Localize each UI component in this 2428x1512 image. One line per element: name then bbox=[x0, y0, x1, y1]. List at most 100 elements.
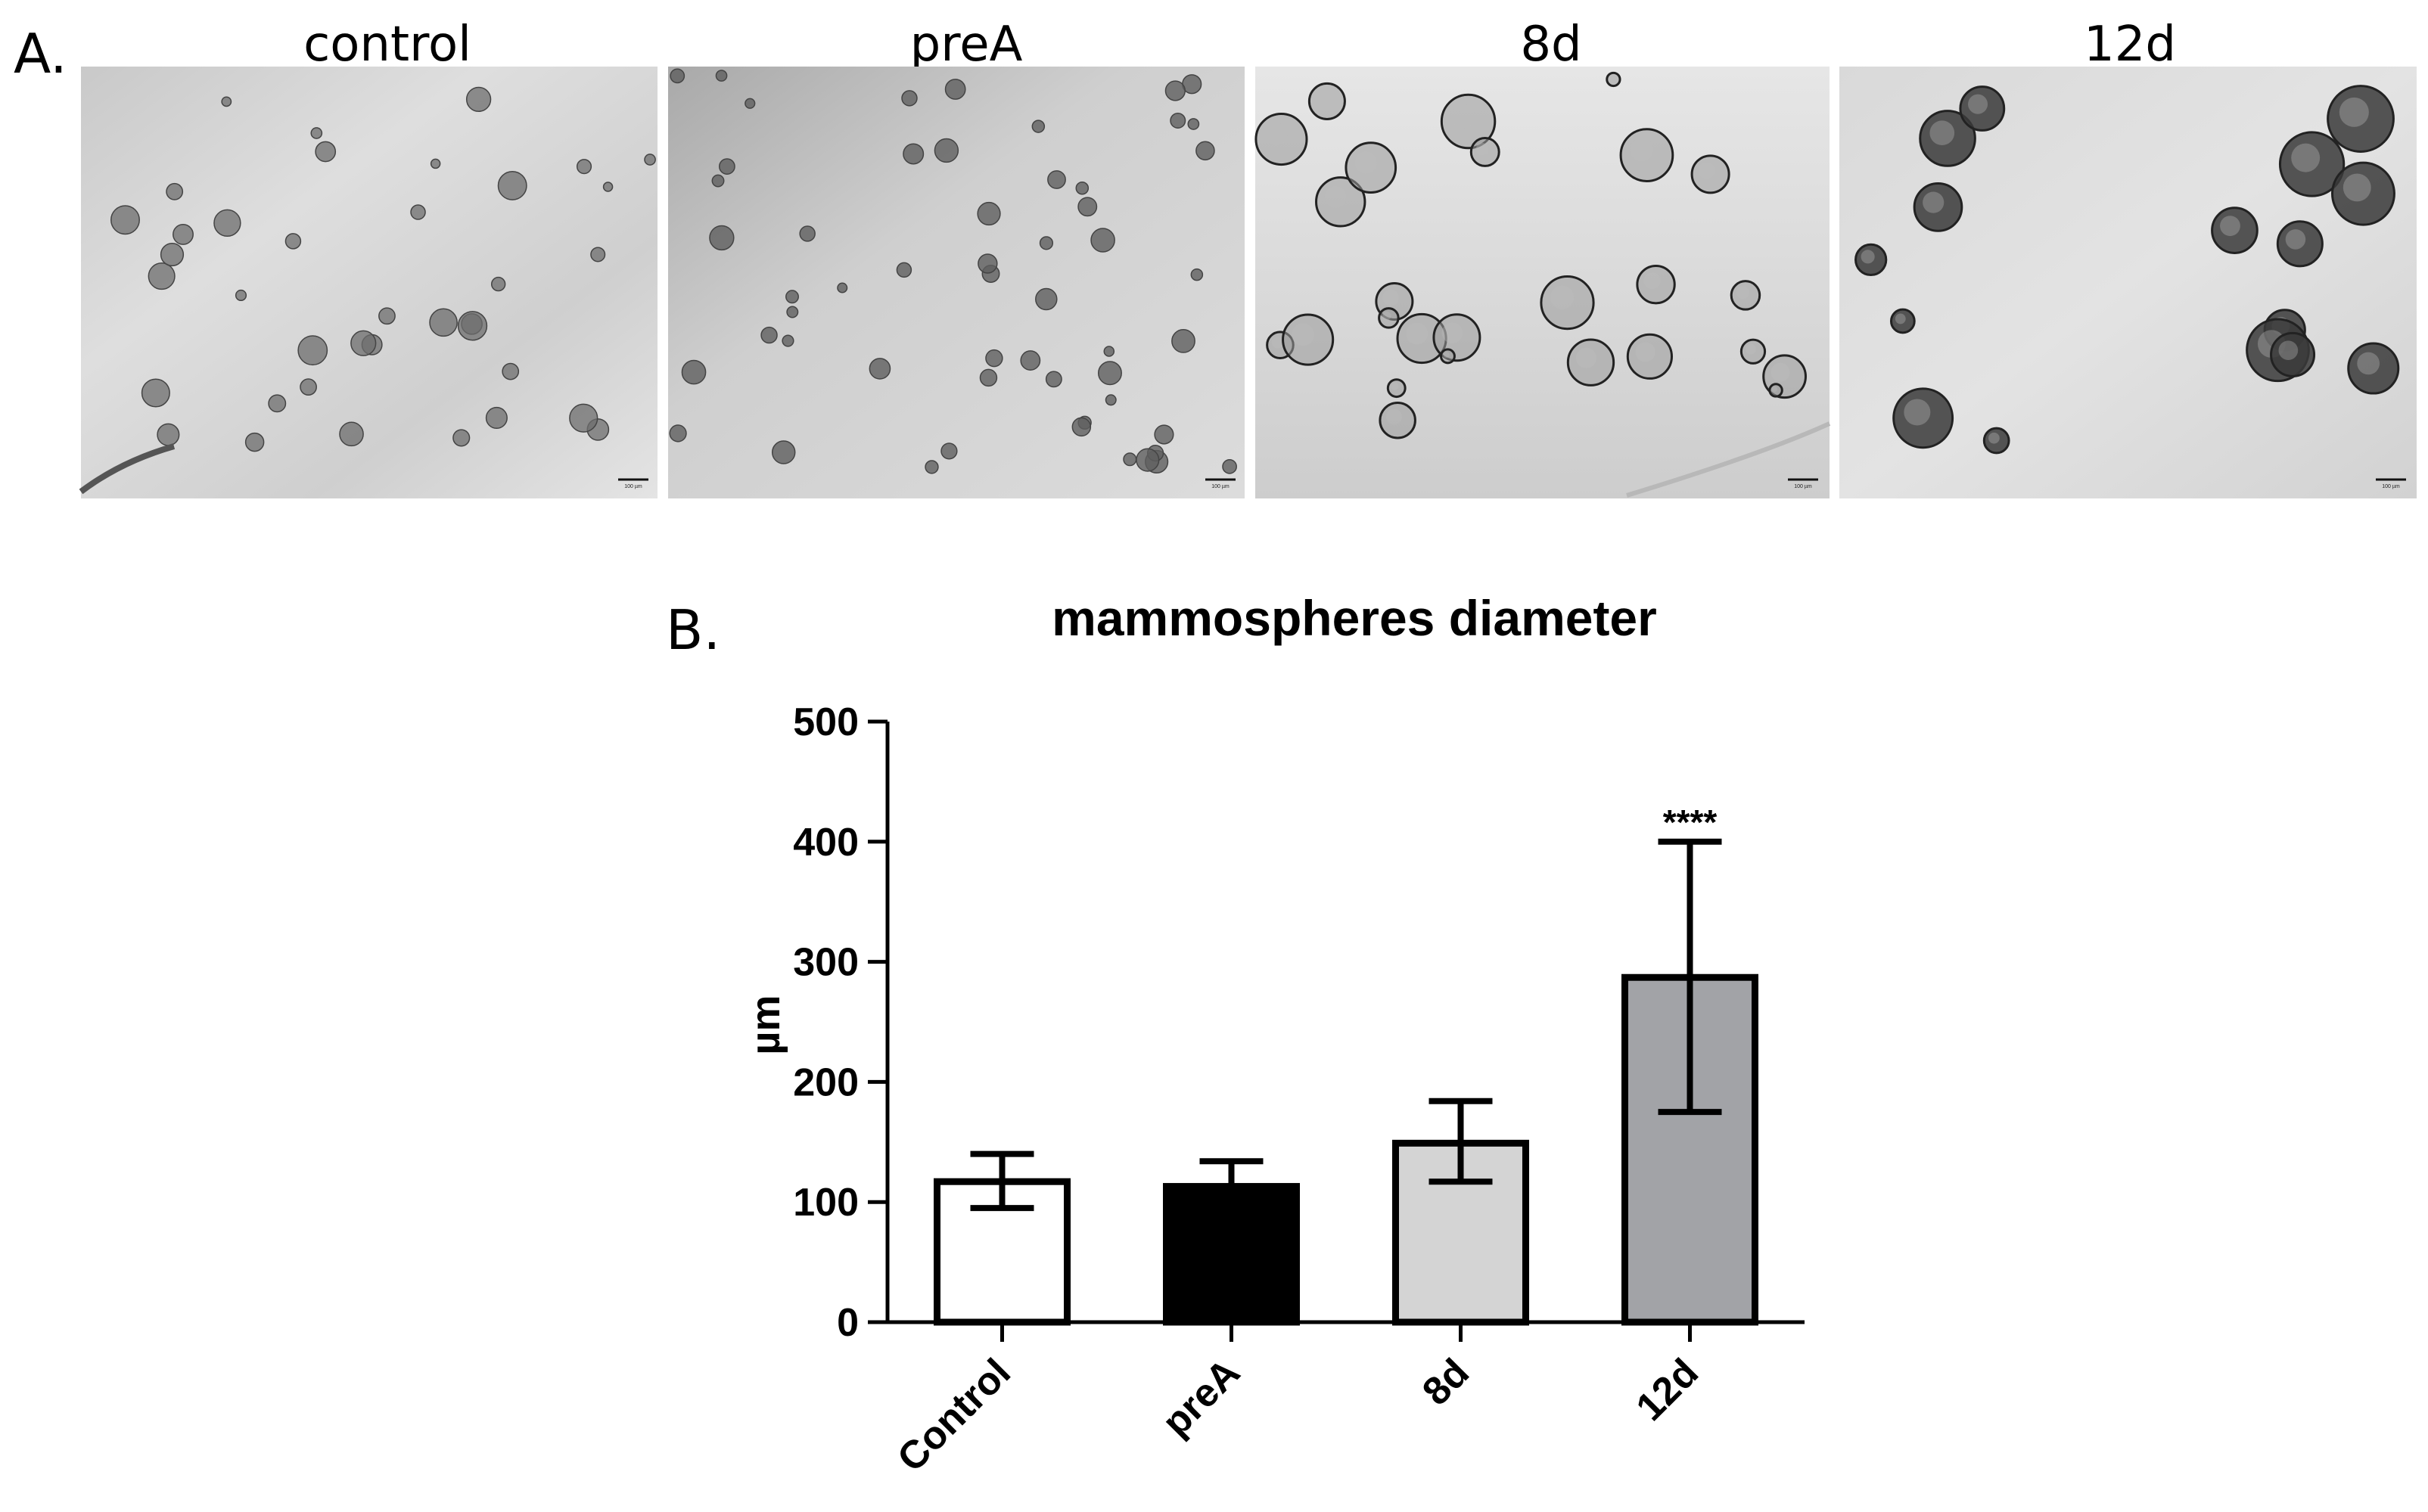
mammosphere bbox=[1730, 280, 1761, 311]
panel-a-label: A. bbox=[14, 22, 67, 85]
mammosphere bbox=[465, 86, 492, 113]
mammosphere bbox=[1540, 275, 1595, 331]
mammosphere bbox=[1768, 383, 1783, 398]
mammosphere bbox=[869, 358, 891, 380]
mammosphere bbox=[1020, 350, 1041, 371]
mammosphere bbox=[1982, 427, 2010, 455]
mammosphere bbox=[1379, 401, 1416, 439]
mammosphere bbox=[497, 170, 527, 200]
mammosphere bbox=[1035, 287, 1058, 311]
mammosphere bbox=[1636, 264, 1676, 305]
mammosphere bbox=[940, 442, 958, 460]
mammosphere bbox=[297, 335, 328, 366]
mammosphere bbox=[2331, 161, 2395, 226]
mammosphere-highlight bbox=[1264, 123, 1288, 146]
mammosphere bbox=[1386, 378, 1407, 399]
mammosphere bbox=[1469, 137, 1500, 167]
mammosphere bbox=[1889, 308, 1916, 334]
mammosphere bbox=[1190, 268, 1204, 281]
mammosphere bbox=[1222, 458, 1237, 474]
scale-bar-label-12d: 100 µm bbox=[2382, 484, 2400, 489]
mammosphere-highlight bbox=[2285, 229, 2306, 250]
mammosphere bbox=[1097, 361, 1122, 386]
mammosphere bbox=[244, 432, 265, 452]
mammosphere bbox=[782, 334, 794, 347]
mammosphere bbox=[485, 406, 508, 430]
mammosphere bbox=[430, 158, 441, 169]
mammosphere bbox=[2270, 331, 2316, 377]
mammosphere bbox=[760, 326, 778, 344]
scale-bar-12d: 100 µm bbox=[2376, 478, 2406, 489]
mammosphere bbox=[268, 394, 287, 413]
micrograph-caption-8d: 8d bbox=[1520, 17, 1581, 73]
bars bbox=[934, 973, 1758, 1326]
micrograph-control: control 100 µm bbox=[81, 17, 658, 498]
mammosphere-highlight bbox=[1770, 362, 1790, 382]
scale-bar-prea: 100 µm bbox=[1205, 478, 1236, 489]
mammosphere bbox=[213, 209, 241, 238]
scale-bar-8d: 100 µm bbox=[1788, 478, 1818, 489]
y-axis: 0 100 200 300 400 500 bbox=[793, 700, 890, 1345]
micrograph-image-8d bbox=[1255, 67, 1830, 498]
dish-edge-control bbox=[79, 443, 176, 495]
mammosphere-highlight bbox=[1382, 312, 1391, 321]
mammosphere bbox=[166, 182, 184, 200]
mammosphere bbox=[1077, 197, 1098, 217]
mammosphere bbox=[221, 96, 232, 107]
mammosphere bbox=[1170, 112, 1186, 129]
mammosphere-highlight bbox=[1292, 323, 1314, 346]
y-tick-label: 500 bbox=[793, 700, 859, 744]
mammosphere bbox=[1047, 170, 1066, 189]
mammosphere-highlight bbox=[1386, 408, 1402, 425]
x-axis: Control preA 8d 12d bbox=[888, 1320, 1805, 1480]
significance-annotations: **** bbox=[1663, 803, 1718, 842]
mammosphere bbox=[1606, 71, 1621, 88]
mammosphere bbox=[1090, 228, 1115, 253]
mammosphere bbox=[1282, 313, 1335, 366]
mammosphere-highlight bbox=[1382, 289, 1399, 306]
mammosphere bbox=[173, 223, 194, 245]
mammosphere bbox=[110, 205, 140, 235]
mammosphere bbox=[786, 306, 799, 318]
mammosphere bbox=[979, 368, 998, 387]
mammosphere bbox=[157, 423, 180, 446]
mammosphere bbox=[837, 282, 848, 293]
mammosphere-highlight bbox=[1475, 142, 1489, 156]
micrograph-caption-control: control bbox=[303, 17, 471, 73]
mammosphere-highlight bbox=[1895, 313, 1906, 324]
mammosphere bbox=[1254, 112, 1308, 166]
mammosphere-highlight bbox=[1324, 185, 1347, 208]
mammosphere bbox=[1075, 181, 1090, 195]
mammosphere bbox=[1103, 346, 1115, 357]
y-tick-label: 300 bbox=[793, 941, 859, 985]
mammosphere bbox=[1892, 387, 1954, 449]
mammosphere-highlight bbox=[1643, 272, 1661, 290]
y-tick-label: 100 bbox=[793, 1181, 859, 1225]
micrograph-image-control bbox=[81, 67, 658, 498]
mammosphere bbox=[745, 98, 756, 109]
mammosphere-highlight bbox=[1450, 104, 1475, 129]
mammosphere bbox=[1136, 448, 1160, 472]
mammosphere bbox=[799, 225, 816, 242]
x-tick-label-12d: 12d bbox=[1628, 1350, 1707, 1429]
scale-bar-label-control: 100 µm bbox=[624, 484, 642, 489]
mammosphere bbox=[457, 311, 488, 341]
mammosphere-highlight bbox=[2357, 352, 2380, 375]
mammosphere bbox=[719, 158, 735, 175]
y-axis-label: µm bbox=[743, 995, 788, 1054]
mammosphere-highlight bbox=[1988, 432, 2000, 444]
mammosphere bbox=[944, 79, 966, 100]
mammosphere bbox=[1031, 120, 1046, 133]
mammosphere-highlight bbox=[1315, 89, 1332, 106]
x-tick-label-prea: preA bbox=[1154, 1350, 1248, 1445]
micrograph-image-prea bbox=[668, 67, 1245, 498]
mammosphere bbox=[350, 330, 377, 356]
scale-bar-label-8d: 100 µm bbox=[1794, 484, 1812, 489]
mammosphere bbox=[590, 247, 606, 262]
mammosphere-highlight bbox=[1929, 120, 1955, 146]
mammosphere bbox=[896, 262, 912, 278]
mammosphere bbox=[1439, 348, 1456, 365]
mammosphere-highlight bbox=[1550, 285, 1575, 309]
mammosphere bbox=[771, 440, 796, 464]
